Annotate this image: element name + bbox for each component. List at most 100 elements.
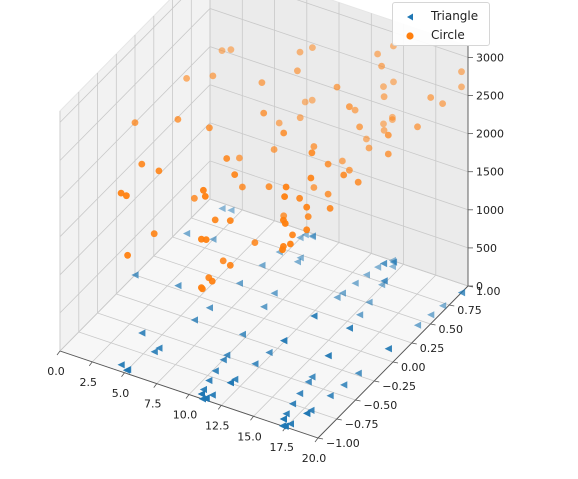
triangle-point bbox=[384, 345, 392, 353]
z-tick-label: 0 bbox=[476, 280, 483, 293]
circle-point bbox=[326, 205, 334, 212]
x-tick bbox=[217, 405, 222, 410]
circle-point bbox=[236, 154, 243, 162]
triangle-point bbox=[296, 254, 304, 262]
triangle-point bbox=[362, 271, 370, 279]
triangle-point bbox=[351, 279, 359, 287]
triangle-point bbox=[282, 410, 290, 418]
x-tick-label: 10.0 bbox=[173, 409, 198, 422]
triangle-point bbox=[238, 330, 246, 338]
circle-point bbox=[282, 183, 290, 191]
circle-point bbox=[380, 83, 387, 90]
triangle-point bbox=[345, 324, 353, 332]
circle-point bbox=[239, 183, 246, 191]
z-tick-label: 1000 bbox=[476, 204, 504, 217]
triangle-point bbox=[427, 311, 435, 319]
circle-point bbox=[380, 120, 387, 128]
y-tick bbox=[430, 323, 436, 326]
circle-point bbox=[363, 135, 370, 143]
triangle-point bbox=[258, 261, 266, 269]
circle-point bbox=[183, 75, 191, 82]
triangle-point bbox=[122, 366, 130, 374]
circle-point bbox=[199, 285, 206, 293]
circle-point bbox=[131, 119, 139, 126]
triangle-point bbox=[197, 390, 205, 398]
x-tick-label: 7.5 bbox=[144, 398, 162, 411]
circle-point bbox=[303, 203, 311, 211]
circle-point bbox=[227, 46, 235, 53]
triangle-point bbox=[324, 352, 332, 360]
tick-labels: 0.0 2.5 5.0 7.5 10.0 12.5 15.0 17.5 20.0 −1.00 −0.… bbox=[47, 51, 504, 465]
circle-point bbox=[390, 78, 397, 86]
triangle-point bbox=[379, 259, 388, 268]
circle-point bbox=[174, 116, 182, 123]
circle-point bbox=[296, 114, 304, 122]
triangle-marker-icon bbox=[407, 13, 413, 21]
y-tick bbox=[317, 437, 324, 440]
circle-point bbox=[275, 119, 283, 127]
x-tick-label: 17.5 bbox=[270, 441, 295, 454]
triangle-point bbox=[218, 204, 226, 213]
z-tick-label: 2500 bbox=[476, 90, 504, 103]
circle-point bbox=[281, 193, 288, 201]
y-tick-label: 0.50 bbox=[439, 323, 464, 336]
circle-point bbox=[427, 94, 435, 101]
circle-point bbox=[231, 171, 239, 179]
x-tick bbox=[88, 361, 93, 367]
axis-lines bbox=[56, 46, 474, 443]
triangle-point bbox=[304, 378, 312, 386]
circle-point bbox=[206, 124, 213, 132]
gridline-z bbox=[59, 84, 469, 237]
triangle-point bbox=[205, 304, 213, 312]
circle-point bbox=[218, 47, 226, 54]
triangle-point bbox=[457, 289, 466, 297]
y-tick bbox=[336, 418, 342, 421]
circle-point bbox=[260, 109, 268, 117]
y-tick-label: −0.50 bbox=[364, 399, 398, 412]
triangle-point bbox=[209, 235, 217, 243]
triangle-point bbox=[293, 258, 301, 266]
circle-point bbox=[301, 98, 309, 106]
y-tick bbox=[355, 399, 361, 402]
circle-point bbox=[191, 194, 198, 202]
circle-point bbox=[458, 83, 465, 91]
triangle-point bbox=[413, 321, 422, 329]
circle-point bbox=[354, 178, 362, 186]
triangle-point bbox=[150, 348, 158, 356]
z-tick-label: 3000 bbox=[476, 51, 504, 64]
circle-point bbox=[378, 62, 385, 70]
y-tick bbox=[411, 342, 417, 345]
circle-point bbox=[304, 213, 312, 221]
circle-point bbox=[208, 277, 216, 285]
triangle-point bbox=[333, 293, 341, 301]
gridline-z bbox=[59, 46, 469, 199]
circle-point bbox=[389, 116, 396, 123]
triangle-point bbox=[138, 329, 146, 337]
triangle-point bbox=[374, 263, 382, 271]
circle-point bbox=[384, 131, 392, 139]
y-tick-label: 0.25 bbox=[420, 342, 445, 355]
circle-point bbox=[226, 261, 234, 269]
y-tick-label: 0.75 bbox=[457, 304, 482, 317]
data-marks bbox=[117, 42, 466, 430]
triangle-point bbox=[205, 376, 213, 385]
circle-point bbox=[211, 216, 219, 224]
circle-point bbox=[296, 48, 304, 56]
x-tick bbox=[153, 383, 158, 388]
circle-point bbox=[124, 251, 131, 259]
circle-point bbox=[356, 123, 363, 131]
gridline-z bbox=[59, 198, 469, 352]
circle-point bbox=[200, 186, 207, 194]
triangle-point bbox=[356, 311, 364, 319]
triangle-point bbox=[278, 422, 287, 430]
x-tick bbox=[121, 372, 125, 377]
circle-point bbox=[324, 160, 332, 168]
legend-entry-circle: Circle bbox=[393, 27, 489, 45]
triangle-point bbox=[198, 395, 206, 403]
circle-point bbox=[226, 217, 234, 225]
circle-point bbox=[439, 100, 446, 107]
circle-point bbox=[310, 143, 318, 150]
triangle-point bbox=[380, 277, 388, 285]
triangle-point bbox=[235, 279, 243, 287]
